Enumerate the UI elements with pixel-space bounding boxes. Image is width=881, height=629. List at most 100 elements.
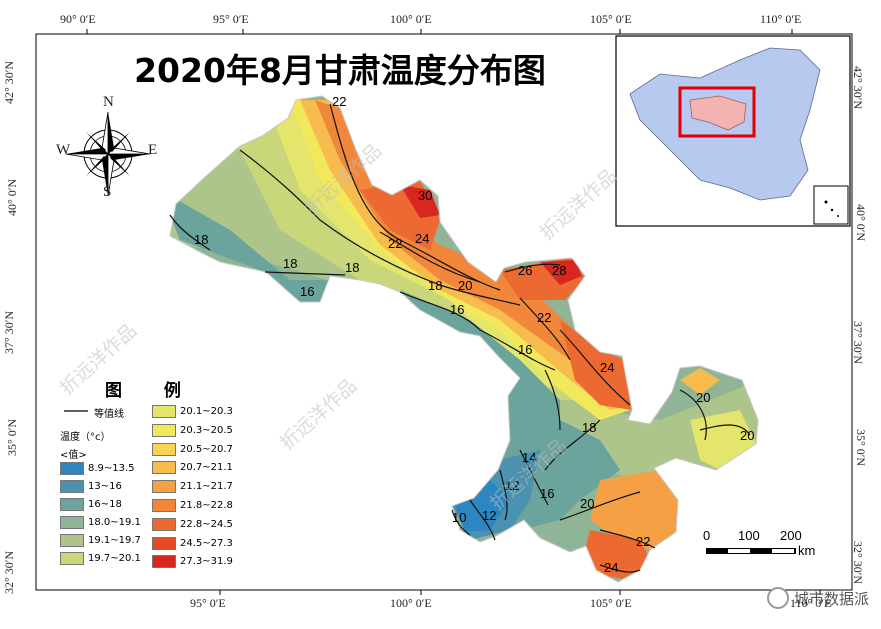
legend-range-label: 18.0~19.1	[88, 517, 141, 528]
inset-map	[615, 35, 851, 227]
legend-swatch	[152, 536, 176, 550]
contour-label: 14	[522, 450, 536, 465]
left-tick: 40° 0′N	[5, 178, 20, 217]
contour-label: 18	[428, 278, 442, 293]
scale-unit: km	[798, 543, 816, 558]
gansu-outline	[169, 95, 759, 583]
contour-label: 16	[450, 302, 464, 317]
contour-label: 18	[582, 420, 596, 435]
legend-unit-label: 温度（°c）	[60, 432, 111, 443]
legend-swatch	[60, 534, 84, 547]
legend-swatch	[60, 462, 84, 475]
contour-label: 10	[452, 510, 466, 525]
right-tick: 40° 0′N	[854, 203, 869, 242]
contour-label: 24	[604, 560, 618, 575]
contour-label: 22	[537, 310, 551, 325]
legend-contour-label: 等值线	[94, 409, 124, 420]
contour-label: 18	[283, 256, 297, 271]
compass-n: N	[103, 94, 114, 110]
scale-bar	[706, 548, 796, 554]
legend-swatch	[152, 423, 176, 437]
legend-range-label: 21.8~22.8	[180, 500, 233, 511]
legend-range-label: 27.3~31.9	[180, 556, 233, 568]
legend-range-label: 20.5~20.7	[180, 443, 233, 455]
contour-label: 20	[740, 428, 754, 443]
bottom-tick: 95° 0′E	[190, 596, 226, 610]
contour-label: 30	[418, 188, 432, 203]
top-tick: 95° 0′E	[213, 12, 249, 26]
contour-label: 16	[300, 284, 314, 299]
left-tick: 35° 0′N	[5, 418, 20, 457]
legend-value-label: <值>	[60, 450, 87, 461]
contour-lines	[169, 103, 751, 573]
legend-range-label: 20.1~20.3	[180, 406, 233, 417]
contour-label: 12	[482, 508, 496, 523]
scale-tick: 200	[780, 528, 802, 543]
contour-label: 18	[345, 260, 359, 275]
legend-range-label: 16~18	[88, 499, 122, 510]
legend-swatch	[60, 480, 84, 493]
bottom-tick: 110° 0′E	[790, 596, 832, 610]
contour-label: 26	[518, 263, 532, 278]
legend-range-label: 13~16	[88, 481, 122, 492]
contour-label: 28	[552, 263, 566, 278]
legend-range-label: 19.7~20.1	[88, 553, 141, 564]
wechat-icon	[766, 587, 789, 609]
legend-swatch	[60, 552, 84, 565]
top-tick: 105° 0′E	[590, 12, 632, 26]
contour-label: 20	[696, 390, 710, 405]
left-tick: 32° 30′N	[2, 550, 17, 595]
legend-range-label: 8.9~13.5	[88, 463, 135, 474]
left-tick: 37° 30′N	[2, 310, 17, 355]
contour-label: 16	[518, 342, 532, 357]
brand-name: 城市数据派	[793, 589, 869, 608]
scale-tick: 0	[703, 528, 711, 543]
compass-e: E	[148, 142, 158, 158]
contour-label: 20	[458, 278, 472, 293]
legend-title: 图 例	[105, 381, 199, 401]
contour-label: 22	[636, 534, 650, 549]
compass-w: W	[56, 142, 71, 158]
compass-rose	[65, 111, 151, 197]
compass-s: S	[103, 184, 112, 200]
top-tick: 100° 0′E	[390, 12, 432, 26]
contour-label: 24	[600, 360, 614, 375]
top-tick: 90° 0′E	[60, 12, 96, 26]
right-tick: 32° 30′N	[851, 540, 866, 585]
legend-swatch	[152, 517, 176, 531]
legend-swatch	[60, 516, 84, 529]
contour-label: 22	[388, 236, 402, 251]
top-tick: 110° 0′E	[760, 12, 802, 26]
brand: 城市数据派	[766, 587, 869, 609]
bottom-tick: 100° 0′E	[390, 596, 432, 610]
legend-range-label: 21.1~21.7	[180, 481, 233, 493]
contour-label: 20	[580, 496, 594, 511]
legend-swatch	[152, 461, 176, 475]
left-tick: 42° 30′N	[2, 60, 17, 105]
legend-swatch	[152, 442, 176, 456]
contour-label-group: 22 30 24 22 18 18 18 16 20 18 26 28 22 1…	[194, 94, 754, 575]
legend-swatch	[152, 499, 176, 512]
legend-range-label: 20.7~21.1	[180, 462, 233, 474]
contour-label: 16	[540, 486, 554, 501]
legend-swatch	[152, 555, 176, 569]
graticule-ticks	[86, 29, 821, 595]
legend-range-label: 22.8~24.5	[180, 518, 233, 530]
contour-label: 12	[505, 478, 519, 493]
legend-range-label: 24.5~27.3	[180, 537, 233, 549]
scale-tick: 100	[738, 528, 760, 543]
right-tick: 35° 0′N	[854, 428, 869, 467]
legend-swatch	[60, 498, 84, 511]
right-tick: 37° 30′N	[851, 320, 866, 365]
contour-label: 18	[194, 232, 208, 247]
legend-range-label: 20.3~20.5	[180, 424, 233, 436]
bottom-tick: 105° 0′E	[590, 596, 632, 610]
legend-swatch	[152, 405, 176, 418]
legend-swatch	[152, 480, 176, 494]
contour-label: 22	[332, 94, 346, 109]
right-tick: 42° 30′N	[851, 65, 866, 110]
map-title: 2020年8月甘肃温度分布图	[134, 51, 546, 90]
contour-label: 24	[415, 231, 429, 246]
legend-range-label: 19.1~19.7	[88, 535, 141, 546]
